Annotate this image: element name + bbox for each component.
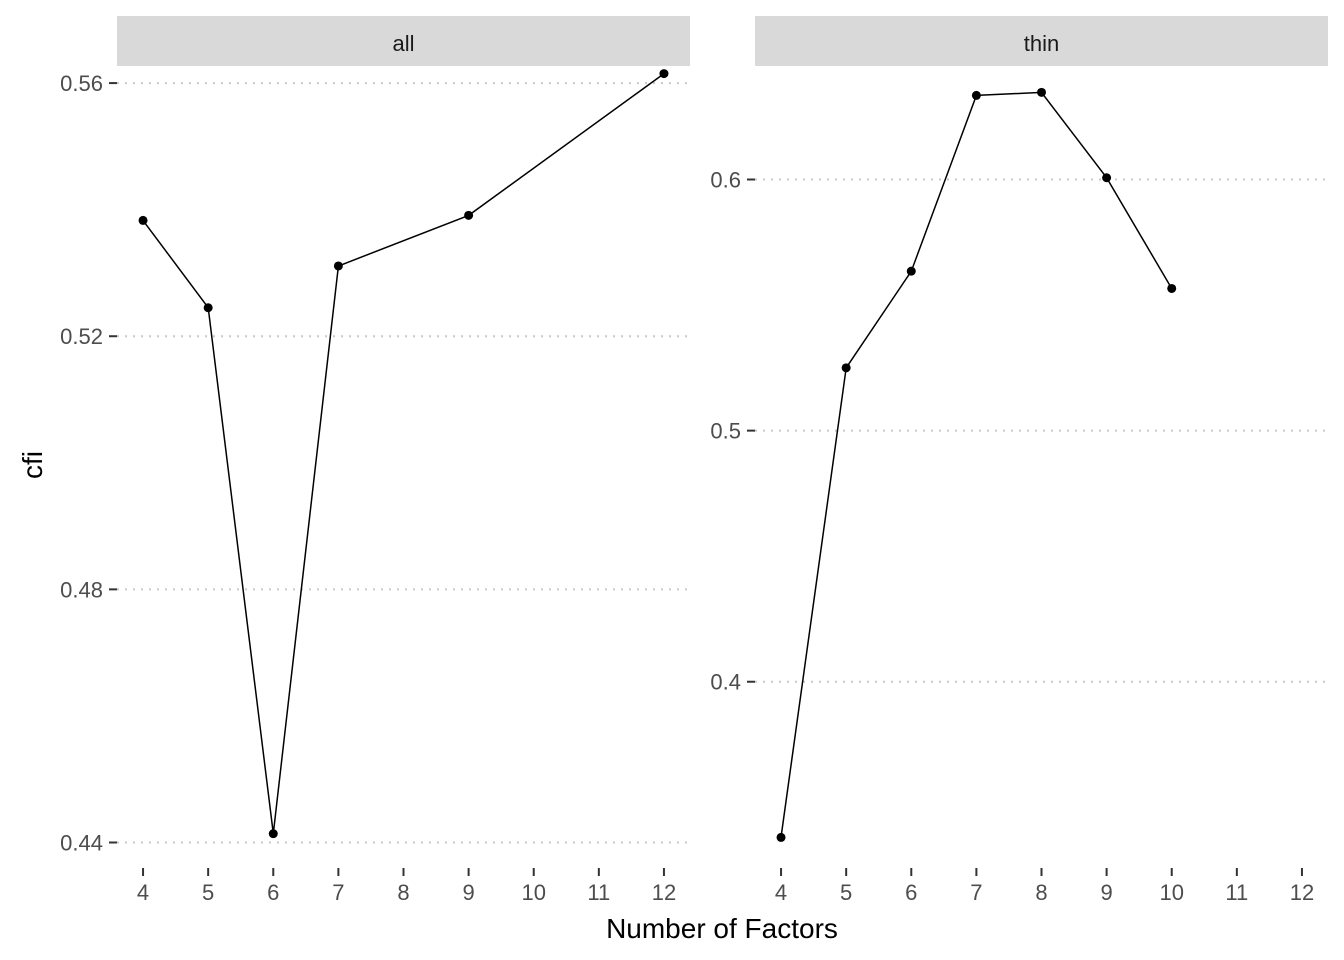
facet-strip-label: all	[392, 31, 414, 56]
x-tick-label: 10	[521, 880, 545, 905]
data-point	[971, 90, 981, 100]
data-point	[464, 210, 474, 220]
y-tick-label: 0.4	[710, 670, 741, 695]
x-tick-label: 7	[970, 880, 982, 905]
y-tick-label: 0.6	[710, 168, 741, 193]
data-point	[268, 829, 278, 839]
data-point	[203, 303, 213, 313]
y-tick-label: 0.5	[710, 419, 741, 444]
y-tick-label: 0.56	[60, 71, 103, 96]
x-tick-label: 12	[1290, 880, 1314, 905]
x-tick-label: 5	[202, 880, 214, 905]
x-tick-label: 9	[462, 880, 474, 905]
facet-panel-all: all 0.44 0.48 0.52 0.56 4 5 6 7 8 9 10 11 12	[60, 16, 690, 905]
x-tick-label: 11	[1225, 880, 1248, 905]
x-tick-label: 12	[652, 880, 676, 905]
facet-strip-thin	[755, 16, 1328, 66]
y-tick-label: 0.52	[60, 324, 103, 349]
facet-panel-thin: thin 0.4 0.5 0.6 4 5 6 7 8 9 10 11 12	[710, 16, 1328, 905]
data-point	[1167, 283, 1177, 293]
x-tick-label: 11	[587, 880, 610, 905]
data-point	[138, 215, 148, 225]
x-tick-label: 9	[1100, 880, 1112, 905]
data-point	[841, 363, 851, 373]
x-tick-label: 7	[332, 880, 344, 905]
series-line-all	[142, 72, 665, 834]
x-tick-label: 4	[775, 880, 787, 905]
y-tick-label: 0.48	[60, 577, 103, 602]
data-point	[659, 69, 669, 79]
x-tick-label: 5	[840, 880, 852, 905]
x-tick-label: 8	[397, 880, 409, 905]
data-point	[1037, 87, 1046, 97]
x-tick-label: 8	[1035, 880, 1047, 905]
facet-strip-all	[117, 16, 690, 66]
y-axis-title: cfi	[17, 451, 48, 479]
x-tick-label: 10	[1159, 880, 1183, 905]
x-tick-label: 4	[137, 880, 149, 905]
x-tick-label: 6	[267, 880, 279, 905]
data-point	[776, 832, 786, 842]
facet-strip-label: thin	[1024, 31, 1059, 56]
x-tick-label: 6	[905, 880, 917, 905]
data-point	[333, 261, 343, 271]
data-point	[906, 266, 916, 276]
y-tick-label: 0.44	[60, 831, 103, 856]
data-point	[1102, 173, 1112, 183]
x-axis-title: Number of Factors	[606, 913, 838, 944]
series-line-thin	[780, 91, 1173, 838]
